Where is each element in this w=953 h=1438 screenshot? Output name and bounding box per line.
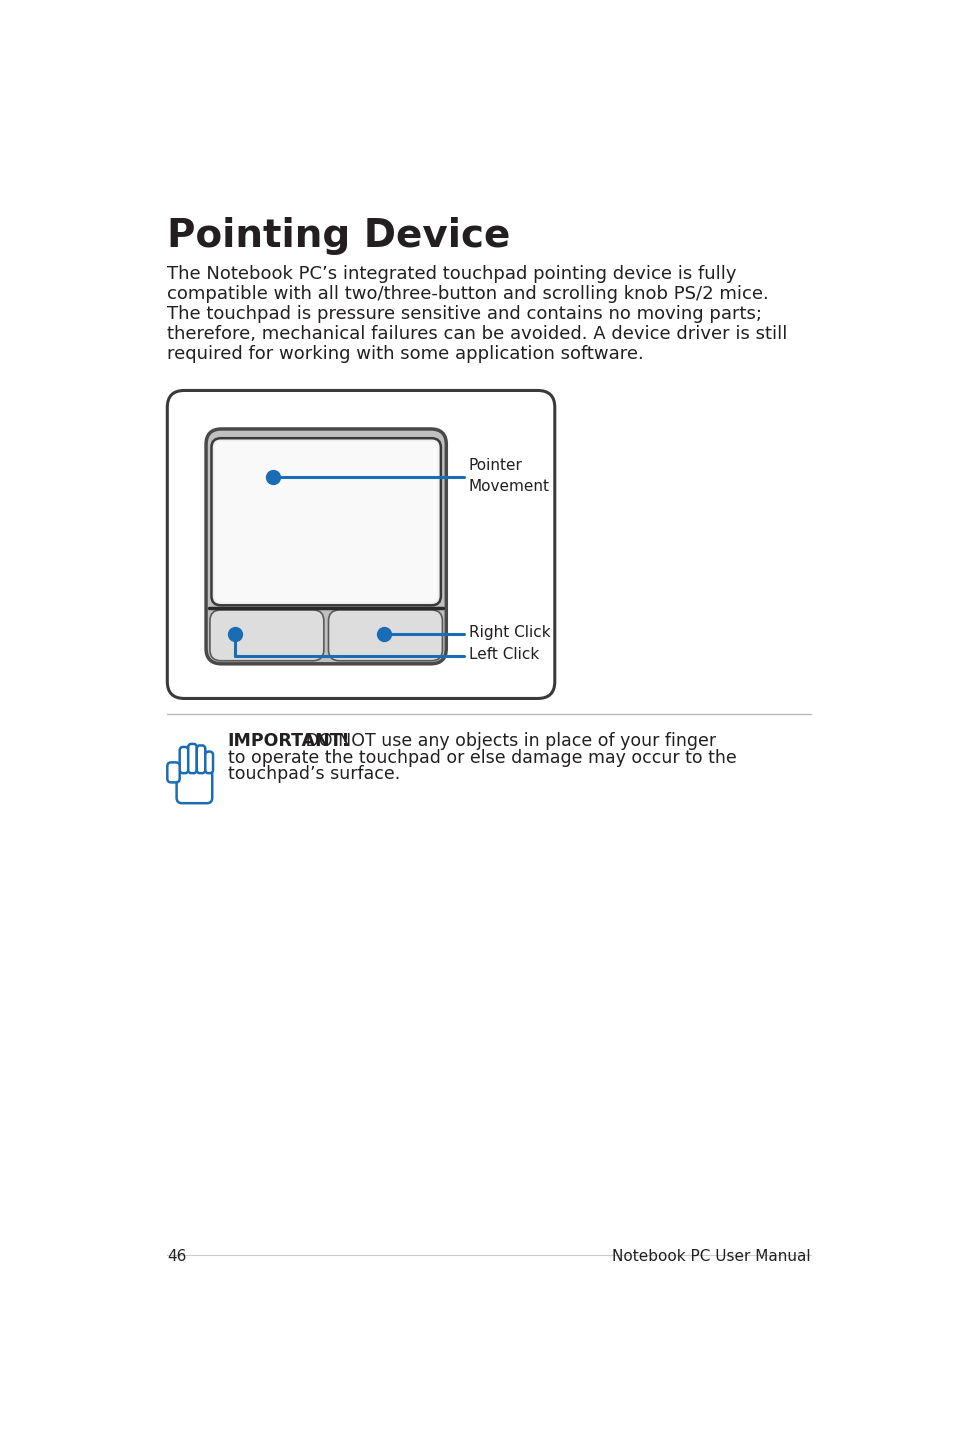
Text: Movement: Movement bbox=[468, 479, 549, 495]
FancyBboxPatch shape bbox=[179, 746, 188, 774]
Text: Pointing Device: Pointing Device bbox=[167, 217, 510, 255]
Text: compatible with all two/three-button and scrolling knob PS/2 mice.: compatible with all two/three-button and… bbox=[167, 285, 768, 303]
FancyBboxPatch shape bbox=[167, 391, 555, 699]
Text: 46: 46 bbox=[167, 1250, 187, 1264]
Text: touchpad’s surface.: touchpad’s surface. bbox=[228, 765, 399, 784]
FancyBboxPatch shape bbox=[176, 769, 212, 804]
Text: The touchpad is pressure sensitive and contains no moving parts;: The touchpad is pressure sensitive and c… bbox=[167, 305, 761, 324]
Text: Notebook PC User Manual: Notebook PC User Manual bbox=[611, 1250, 810, 1264]
FancyBboxPatch shape bbox=[214, 441, 437, 603]
Text: DO NOT use any objects in place of your finger: DO NOT use any objects in place of your … bbox=[299, 732, 715, 749]
FancyBboxPatch shape bbox=[196, 745, 205, 774]
Text: IMPORTANT!: IMPORTANT! bbox=[228, 732, 350, 749]
FancyBboxPatch shape bbox=[206, 429, 446, 664]
Text: The Notebook PC’s integrated touchpad pointing device is fully: The Notebook PC’s integrated touchpad po… bbox=[167, 265, 736, 283]
FancyBboxPatch shape bbox=[210, 610, 323, 660]
Text: required for working with some application software.: required for working with some applicati… bbox=[167, 345, 643, 362]
FancyBboxPatch shape bbox=[188, 743, 196, 774]
Text: therefore, mechanical failures can be avoided. A device driver is still: therefore, mechanical failures can be av… bbox=[167, 325, 787, 344]
Text: Pointer: Pointer bbox=[468, 457, 522, 473]
FancyBboxPatch shape bbox=[167, 762, 179, 782]
Text: to operate the touchpad or else damage may occur to the: to operate the touchpad or else damage m… bbox=[228, 749, 736, 766]
Text: Right Click: Right Click bbox=[468, 624, 550, 640]
FancyBboxPatch shape bbox=[205, 752, 213, 774]
FancyBboxPatch shape bbox=[212, 439, 440, 605]
FancyBboxPatch shape bbox=[328, 610, 442, 660]
Text: Left Click: Left Click bbox=[468, 647, 538, 661]
